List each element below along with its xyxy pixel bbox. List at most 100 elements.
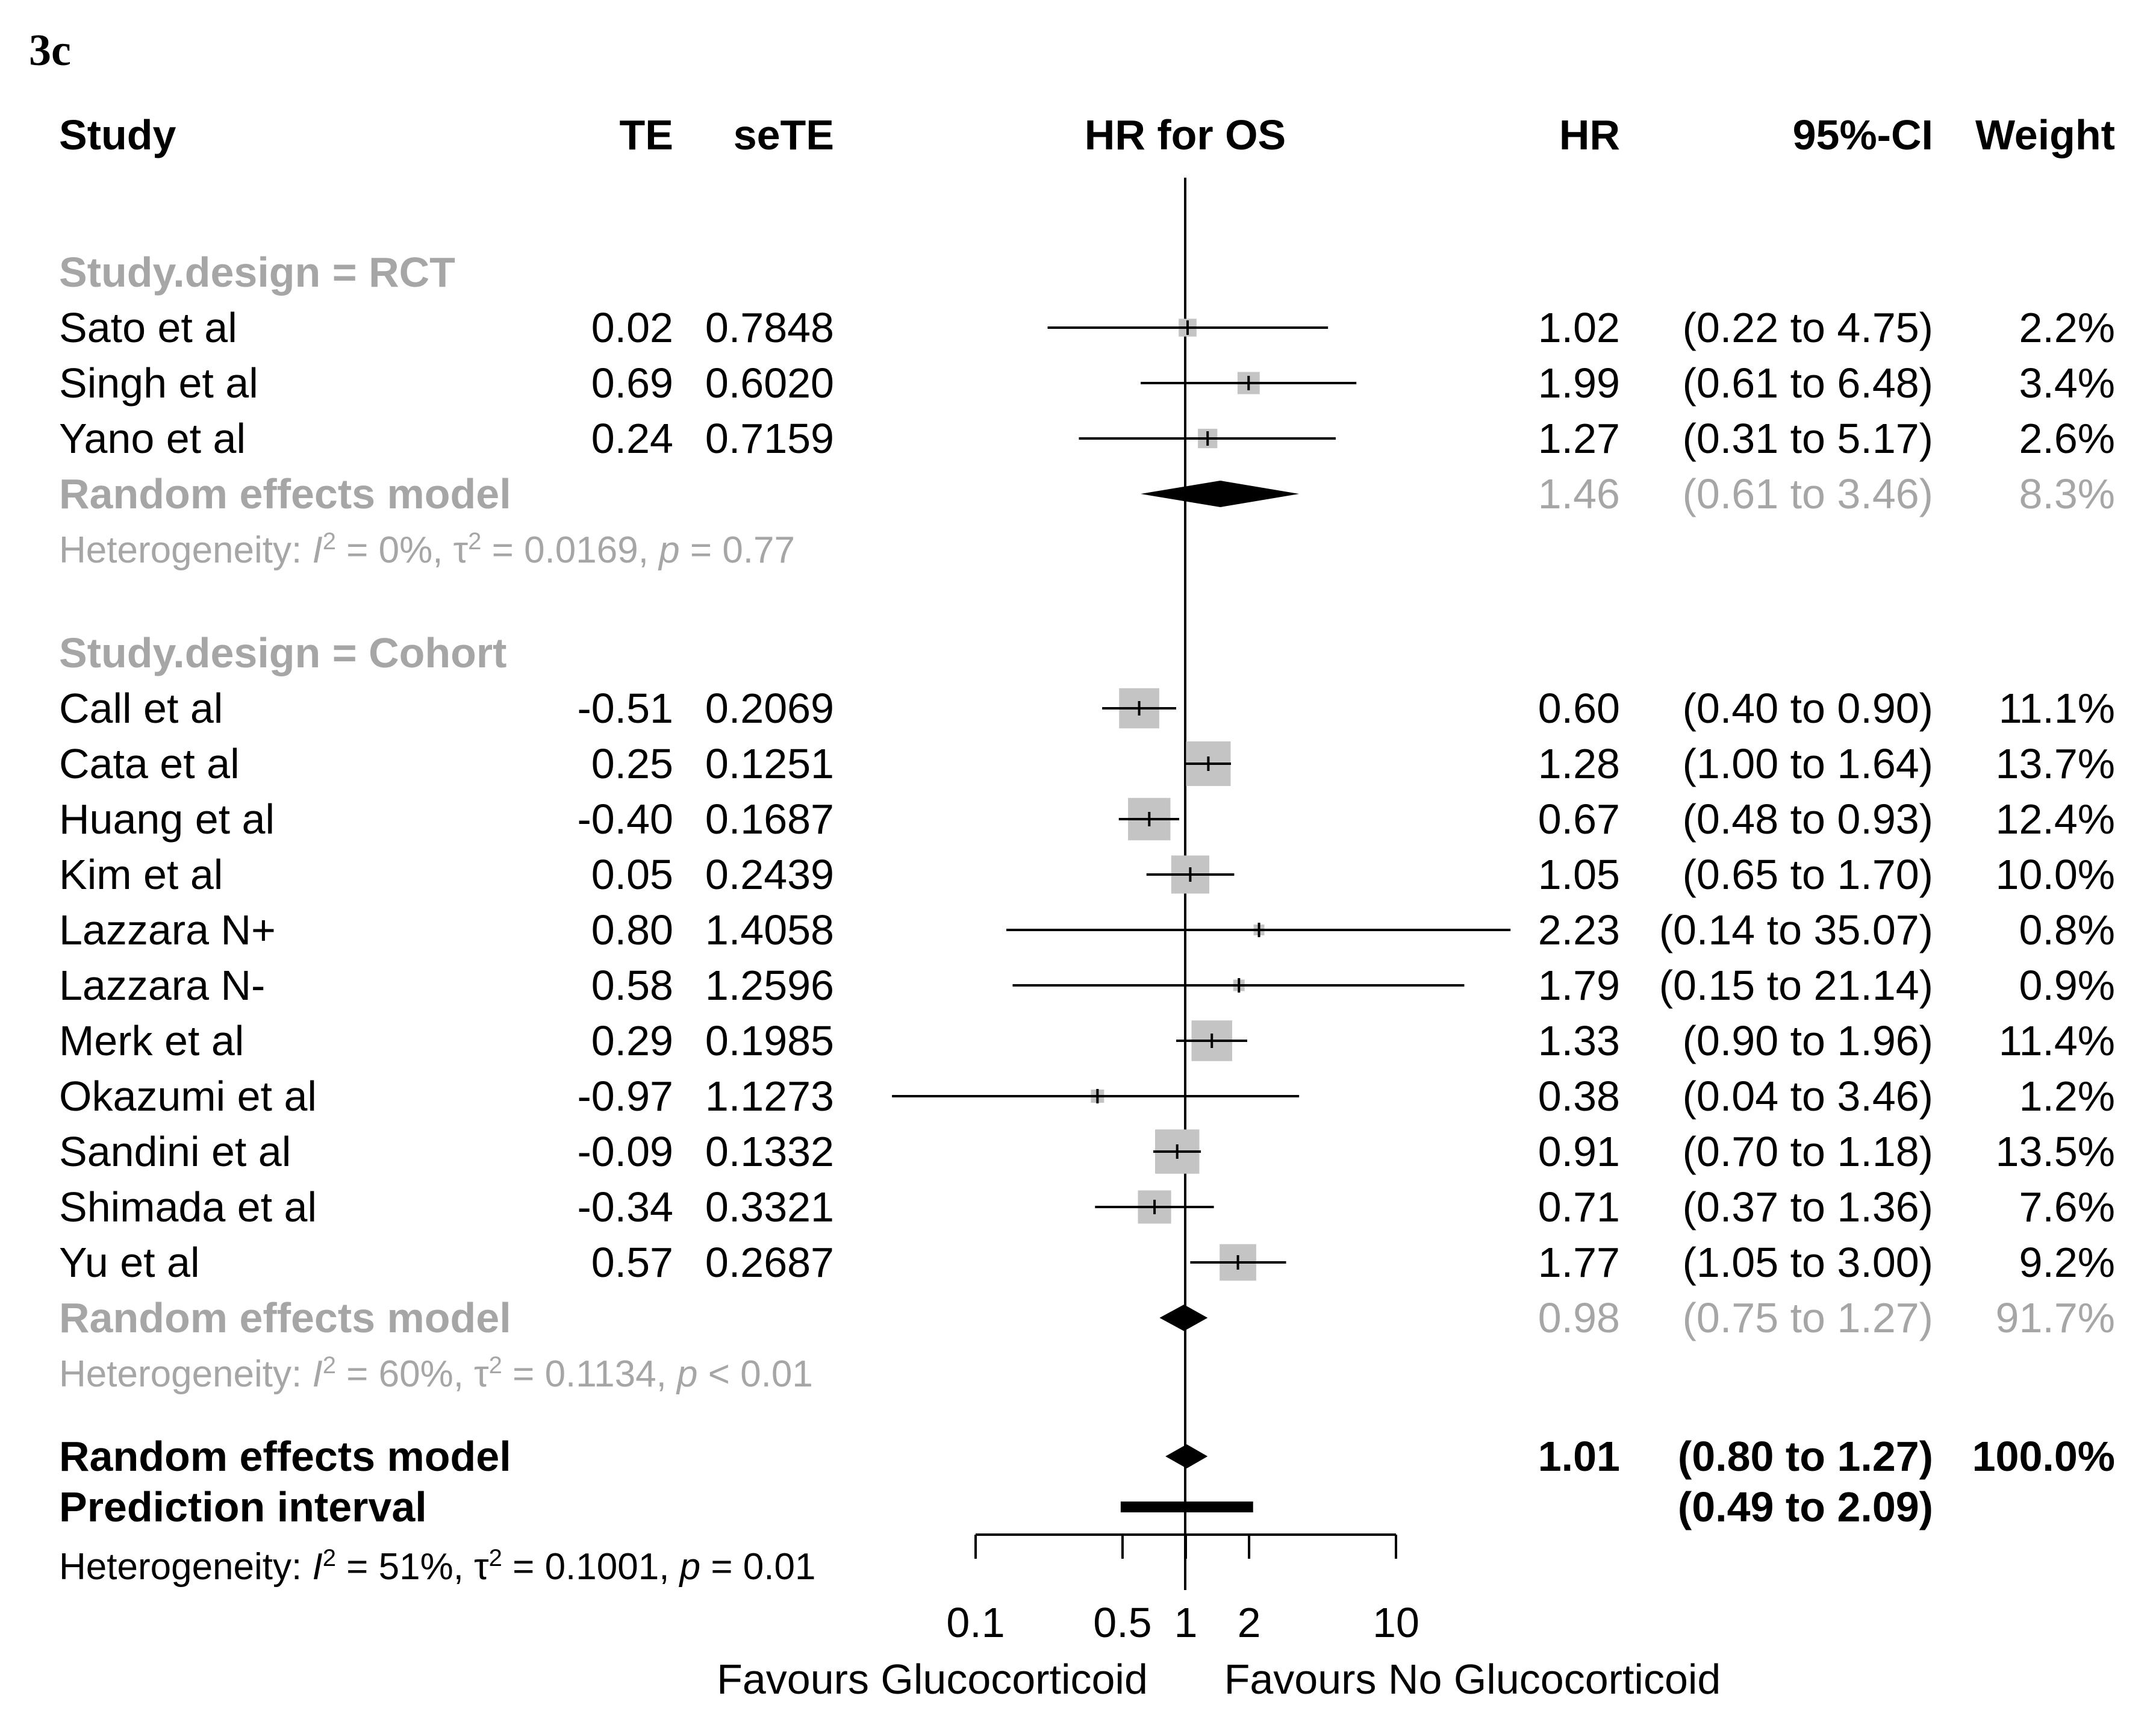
study-hr: 0.60 xyxy=(1538,685,1620,732)
study-sete: 0.7848 xyxy=(705,304,834,351)
study-hr: 0.67 xyxy=(1538,796,1620,843)
study-te: 0.02 xyxy=(591,304,673,351)
study-te: 0.69 xyxy=(591,360,673,407)
prediction-interval-ci: (0.49 to 2.09) xyxy=(1678,1483,1933,1530)
study-weight: 11.4% xyxy=(1999,1017,2115,1064)
study-ci: (0.22 to 4.75) xyxy=(1683,304,1933,351)
column-header-weight: Weight xyxy=(1975,111,2115,158)
subgroup-model-weight: 91.7% xyxy=(1996,1294,2115,1341)
study-weight: 0.8% xyxy=(2019,906,2115,953)
column-header-ci: 95%-CI xyxy=(1793,111,1933,158)
study-name: Sato et al xyxy=(59,304,237,351)
study-te: -0.97 xyxy=(577,1073,673,1120)
study-te: 0.29 xyxy=(591,1017,673,1064)
study-sete: 0.1687 xyxy=(705,796,834,843)
x-axis: 0.1 0.5 1 2 10 xyxy=(946,1533,1419,1646)
study-sete: 0.2069 xyxy=(705,685,834,732)
study-ci: (0.48 to 0.93) xyxy=(1683,796,1933,843)
overall-model-hr: 1.01 xyxy=(1538,1433,1620,1480)
subgroup-model-hr: 0.98 xyxy=(1538,1294,1620,1341)
study-hr: 1.99 xyxy=(1538,360,1620,407)
study-te: 0.58 xyxy=(591,962,673,1009)
study-te: -0.34 xyxy=(577,1184,673,1230)
study-sete: 0.1985 xyxy=(705,1017,834,1064)
column-header-study: Study xyxy=(59,111,176,158)
overall-model-ci: (0.80 to 1.27) xyxy=(1678,1433,1933,1480)
study-te: -0.09 xyxy=(577,1128,673,1175)
column-header-te: TE xyxy=(620,111,673,158)
study-name: Shimada et al xyxy=(59,1184,317,1230)
study-weight: 2.2% xyxy=(2019,304,2115,351)
study-weight: 3.4% xyxy=(2019,360,2115,407)
column-header-plot: HR for OS xyxy=(1085,111,1286,158)
study-weight: 12.4% xyxy=(1996,796,2115,843)
study-name: Lazzara N- xyxy=(59,962,265,1009)
column-header-hr: HR xyxy=(1559,111,1620,158)
study-hr: 0.38 xyxy=(1538,1073,1620,1120)
study-sete: 0.6020 xyxy=(705,360,834,407)
study-weight: 10.0% xyxy=(1996,851,2115,898)
overall-model-weight: 100.0% xyxy=(1972,1433,2115,1480)
prediction-interval-label: Prediction interval xyxy=(59,1483,427,1530)
subgroup-header: Study.design = Cohort xyxy=(59,629,506,676)
study-sete: 0.2439 xyxy=(705,851,834,898)
column-header-sete: seTE xyxy=(734,111,834,158)
study-hr: 0.91 xyxy=(1538,1128,1620,1175)
study-name: Merk et al xyxy=(59,1017,244,1064)
subgroup-header: Study.design = RCT xyxy=(59,249,455,296)
subgroup-model-ci: (0.61 to 3.46) xyxy=(1683,470,1933,517)
study-name: Huang et al xyxy=(59,796,275,843)
study-te: 0.25 xyxy=(591,740,673,787)
study-name: Call et al xyxy=(59,685,223,732)
favours-left-label: Favours Glucocorticoid xyxy=(717,1656,1148,1703)
study-weight: 11.1% xyxy=(1999,685,2115,732)
study-hr: 1.02 xyxy=(1538,304,1620,351)
study-hr: 1.79 xyxy=(1538,962,1620,1009)
study-sete: 0.3321 xyxy=(705,1184,834,1230)
study-sete: 0.7159 xyxy=(705,415,834,462)
x-axis-tick-label: 1 xyxy=(1174,1599,1198,1646)
subgroup-model-diamond xyxy=(1159,1305,1208,1331)
subgroup-model-diamond xyxy=(1141,481,1300,507)
study-ci: (1.05 to 3.00) xyxy=(1683,1239,1933,1286)
study-ci: (1.00 to 1.64) xyxy=(1683,740,1933,787)
study-ci: (0.14 to 35.07) xyxy=(1659,906,1933,953)
study-weight: 0.9% xyxy=(2019,962,2115,1009)
study-te: 0.57 xyxy=(591,1239,673,1286)
study-name: Yu et al xyxy=(59,1239,200,1286)
study-te: 0.24 xyxy=(591,415,673,462)
study-sete: 1.4058 xyxy=(705,906,834,953)
study-te: 0.05 xyxy=(591,851,673,898)
study-weight: 2.6% xyxy=(2019,415,2115,462)
study-sete: 0.2687 xyxy=(705,1239,834,1286)
subgroup-model-hr: 1.46 xyxy=(1538,470,1620,517)
study-ci: (0.31 to 5.17) xyxy=(1683,415,1933,462)
study-sete: 0.1251 xyxy=(705,740,834,787)
study-hr: 1.77 xyxy=(1538,1239,1620,1286)
study-name: Cata et al xyxy=(59,740,240,787)
favours-right-label: Favours No Glucocorticoid xyxy=(1224,1656,1721,1703)
study-sete: 1.2596 xyxy=(705,962,834,1009)
overall-model-label: Random effects model xyxy=(59,1433,511,1480)
study-ci: (0.40 to 0.90) xyxy=(1683,685,1933,732)
subgroup-model-label: Random effects model xyxy=(59,470,511,517)
study-name: Lazzara N+ xyxy=(59,906,276,953)
study-sete: 1.1273 xyxy=(705,1073,834,1120)
x-axis-tick-label: 0.1 xyxy=(946,1599,1005,1646)
study-hr: 2.23 xyxy=(1538,906,1620,953)
study-hr: 1.28 xyxy=(1538,740,1620,787)
study-weight: 13.7% xyxy=(1996,740,2115,787)
study-hr: 1.05 xyxy=(1538,851,1620,898)
study-name: Okazumi et al xyxy=(59,1073,317,1120)
subgroup-heterogeneity: Heterogeneity: I2 = 0%, τ2 = 0.0169, p =… xyxy=(59,528,795,571)
study-ci: (0.90 to 1.96) xyxy=(1683,1017,1933,1064)
overall-heterogeneity: Heterogeneity: I2 = 51%, τ2 = 0.1001, p … xyxy=(59,1545,815,1588)
study-te: -0.40 xyxy=(577,796,673,843)
study-weight: 13.5% xyxy=(1996,1128,2115,1175)
study-ci: (0.70 to 1.18) xyxy=(1683,1128,1933,1175)
study-ci: (0.04 to 3.46) xyxy=(1683,1073,1933,1120)
study-ci: (0.65 to 1.70) xyxy=(1683,851,1933,898)
study-sete: 0.1332 xyxy=(705,1128,834,1175)
subgroup-model-weight: 8.3% xyxy=(2019,470,2115,517)
